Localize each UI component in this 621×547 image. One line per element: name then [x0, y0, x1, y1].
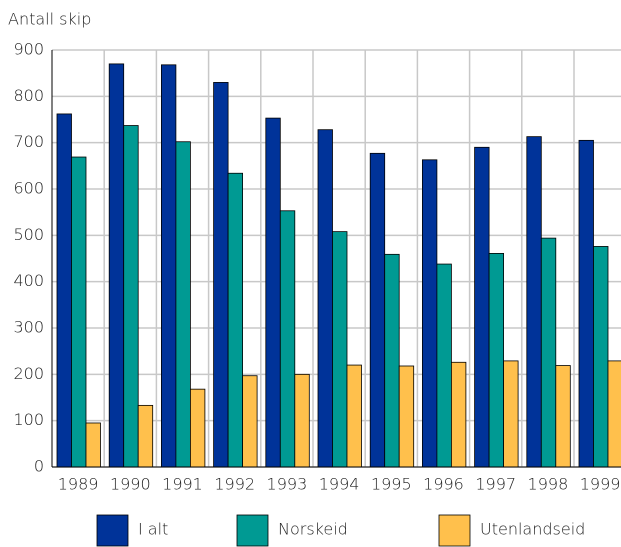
legend-label: I alt [138, 520, 168, 539]
bar [85, 422, 101, 468]
bar [294, 373, 310, 468]
bar [593, 246, 609, 468]
x-tick-label: 1992 [214, 475, 255, 494]
y-tick-label: 400 [13, 271, 44, 290]
bar [555, 365, 571, 468]
y-tick-label: 0 [34, 457, 44, 476]
legend-swatch [96, 514, 129, 547]
bar [137, 404, 154, 468]
bar [503, 360, 519, 468]
bar [436, 263, 452, 468]
bar [189, 388, 206, 468]
bar [123, 125, 139, 468]
bar [160, 64, 177, 468]
y-axis-label: Antall skip [8, 10, 91, 29]
bar [369, 152, 386, 468]
bar [421, 159, 438, 468]
y-tick-label: 900 [13, 40, 44, 59]
x-tick-label: 1995 [371, 475, 412, 494]
bar [384, 253, 400, 468]
bar [450, 361, 467, 468]
x-tick-label: 1996 [423, 475, 464, 494]
y-tick-label: 500 [13, 225, 44, 244]
x-tick-label: 1999 [580, 475, 621, 494]
legend-swatch [438, 514, 471, 547]
bar [175, 141, 191, 468]
bar [578, 139, 594, 468]
x-tick-label: 1989 [58, 475, 99, 494]
bar [213, 82, 229, 468]
bar [227, 172, 244, 468]
y-tick-label: 800 [13, 86, 44, 105]
x-tick-label: 1998 [528, 475, 569, 494]
bar [607, 360, 621, 468]
bar [265, 117, 281, 468]
y-tick-label: 200 [13, 364, 44, 383]
bar [279, 210, 296, 468]
bar [242, 375, 258, 468]
bar [488, 253, 505, 468]
y-tick-label: 600 [13, 179, 44, 198]
y-tick-label: 100 [13, 410, 44, 429]
y-tick-label: 700 [13, 132, 44, 151]
bar [346, 364, 362, 468]
bar [398, 365, 415, 468]
x-tick-label: 1994 [319, 475, 360, 494]
bar [540, 237, 557, 468]
bar [317, 129, 333, 468]
bar [71, 156, 87, 468]
bar [108, 63, 125, 468]
bar [526, 136, 542, 468]
x-tick-label: 1991 [162, 475, 203, 494]
bar [56, 113, 72, 468]
legend-label: Utenlandseid [480, 520, 585, 539]
bar [332, 231, 348, 468]
legend-swatch [236, 514, 269, 547]
legend-label: Norskeid [278, 520, 348, 539]
bar [474, 146, 490, 468]
x-tick-label: 1997 [475, 475, 516, 494]
x-tick-label: 1990 [110, 475, 151, 494]
y-tick-label: 300 [13, 318, 44, 337]
x-tick-label: 1993 [267, 475, 308, 494]
